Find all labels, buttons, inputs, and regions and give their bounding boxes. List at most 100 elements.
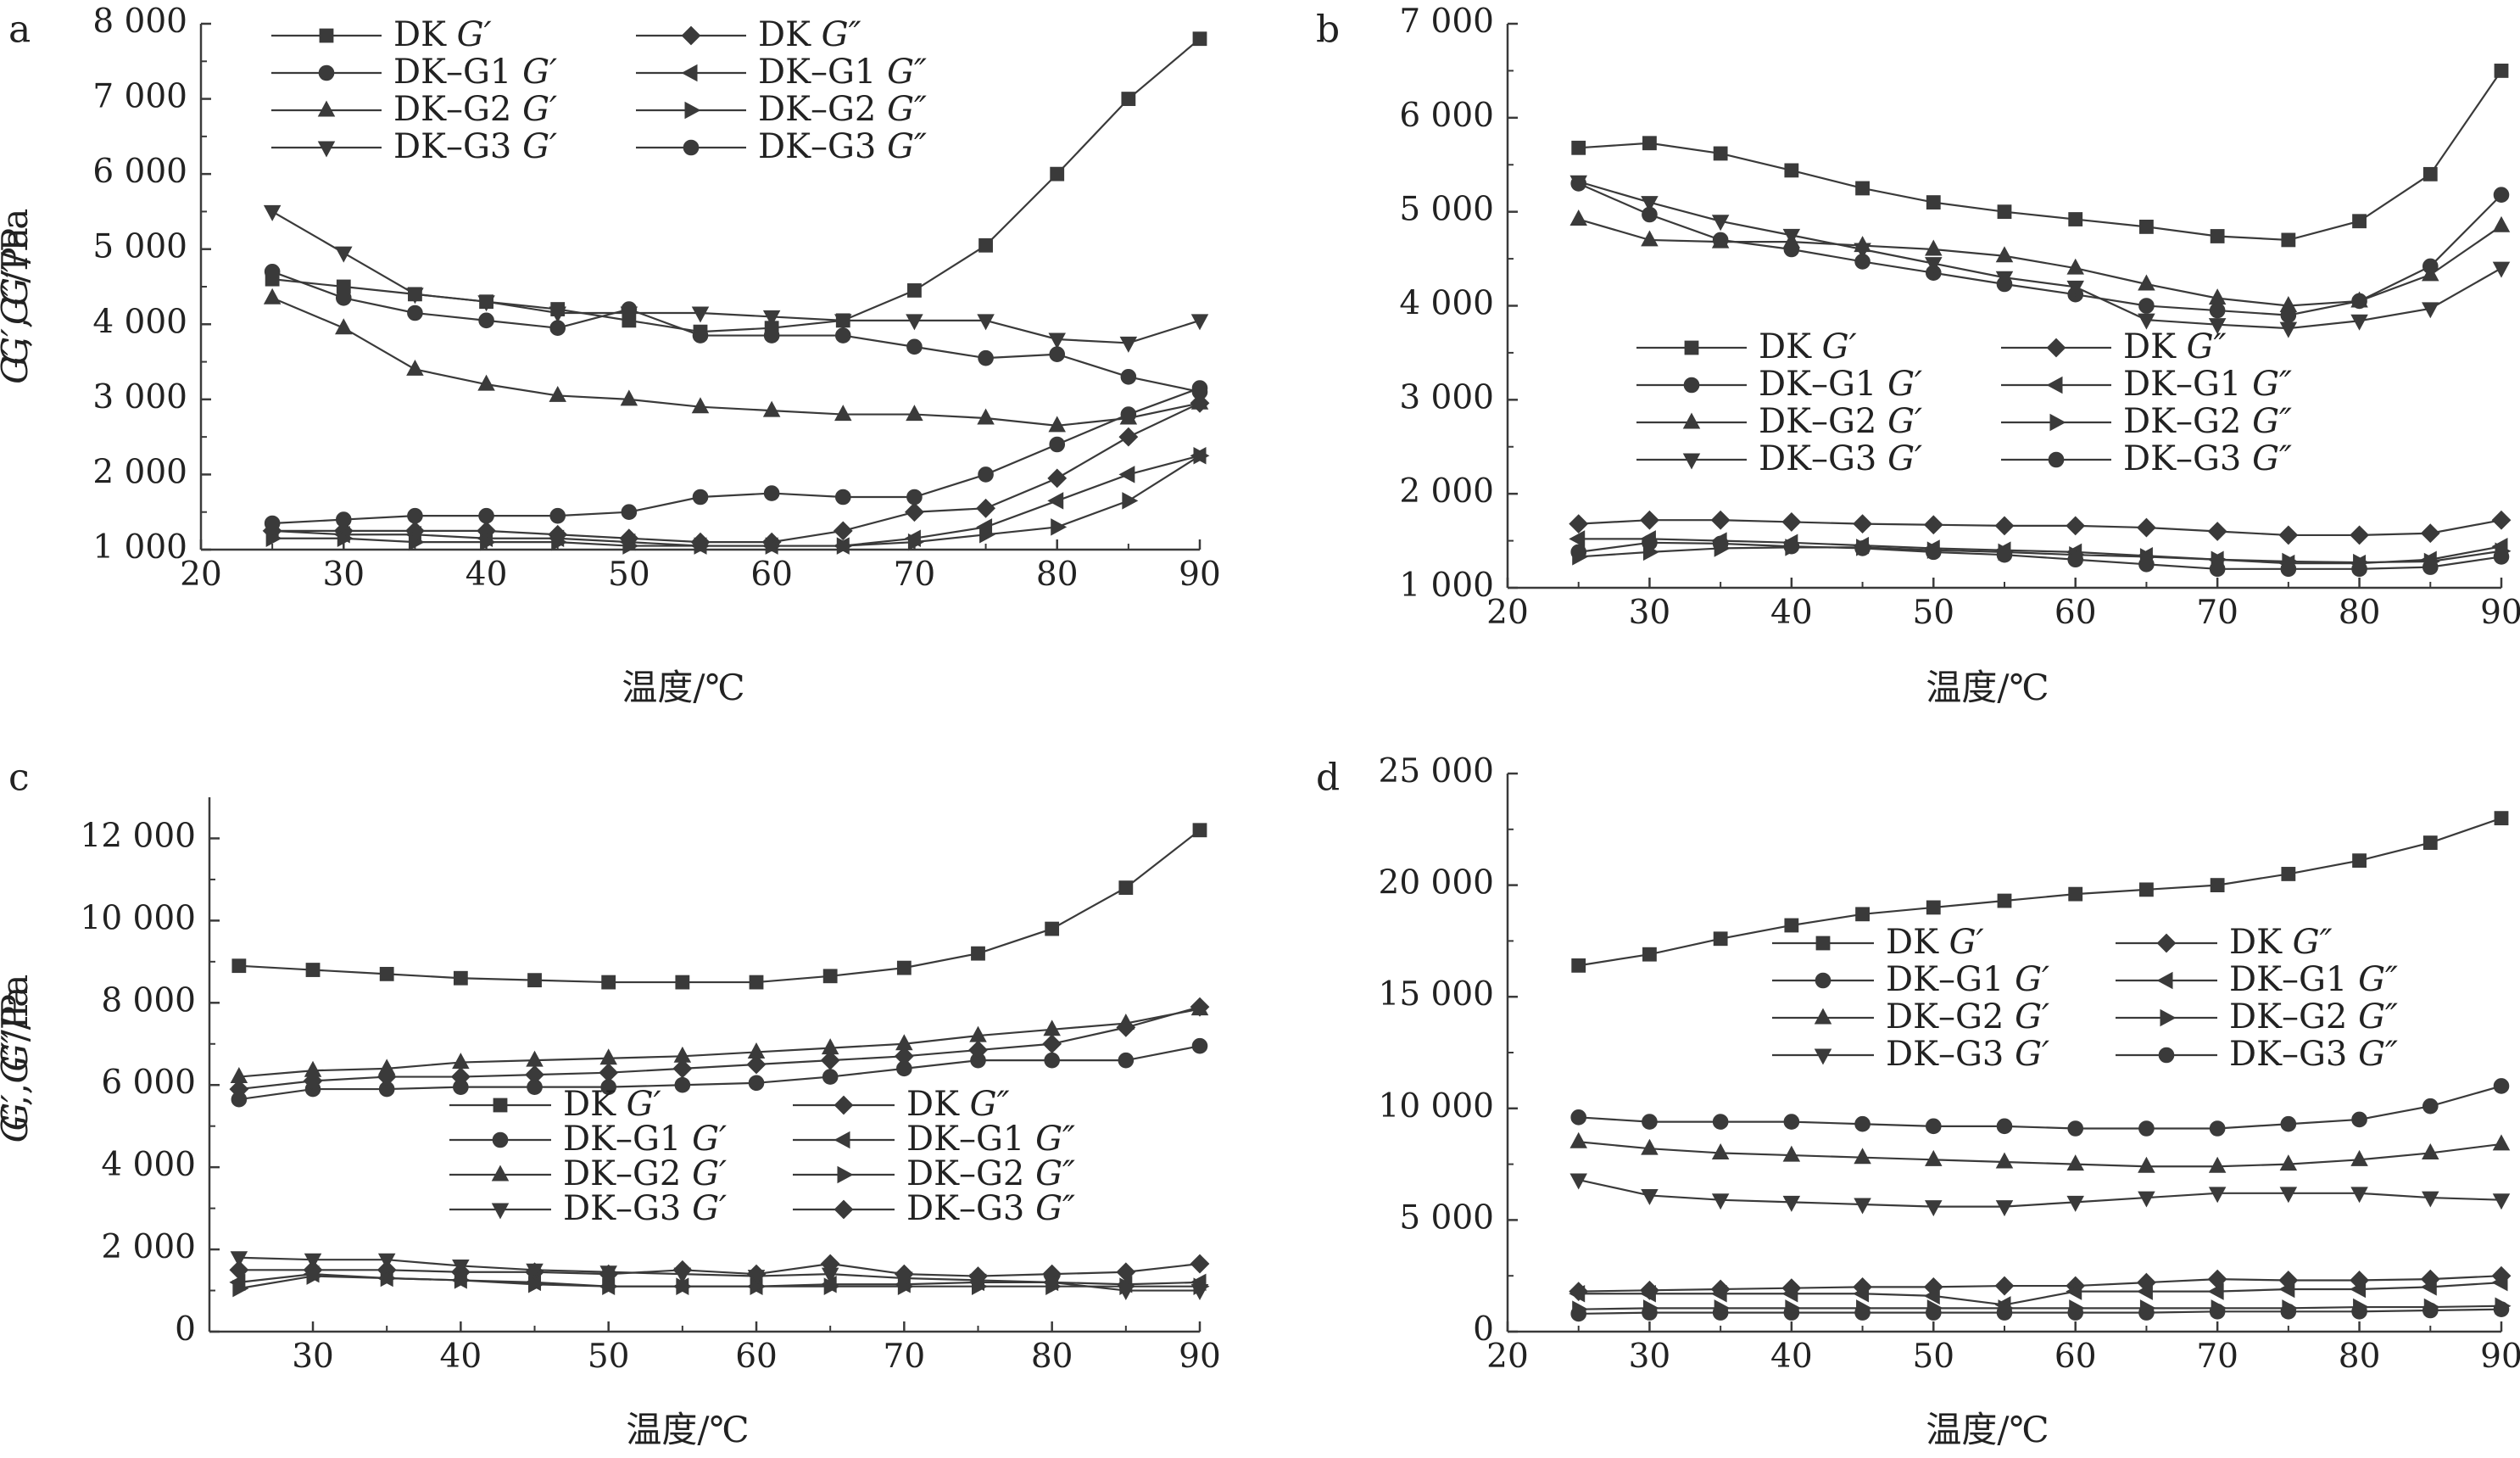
legend-entry: DK–G2 G′	[1636, 402, 1922, 441]
legend-label: DK–G3 G″	[2229, 1035, 2398, 1074]
data-point	[2138, 1156, 2155, 1173]
data-point	[1191, 380, 1208, 396]
data-point	[2422, 1191, 2439, 1208]
legend-label-symbol: G′	[2015, 997, 2049, 1036]
y-tick-label: 2 000	[1399, 472, 1494, 511]
legend-entry: DK G′	[271, 15, 492, 54]
series-line	[1578, 1308, 2502, 1316]
data-point	[1712, 535, 1729, 552]
legend-marker	[2156, 933, 2177, 953]
legend-marker	[317, 141, 336, 158]
data-point	[1713, 931, 1728, 947]
data-point	[2138, 274, 2155, 291]
data-point	[2279, 1187, 2298, 1204]
data-point	[1781, 512, 1802, 532]
legend-marker	[2046, 338, 2066, 358]
data-point	[2067, 1120, 2084, 1137]
legend-label-symbol: G′	[2015, 960, 2049, 999]
x-tick-label: 60	[750, 556, 793, 594]
data-point	[1711, 215, 1730, 232]
data-point	[2422, 835, 2438, 850]
data-point	[2138, 556, 2155, 573]
data-point	[1118, 427, 1139, 447]
data-point	[1854, 540, 1870, 556]
data-point	[2351, 1304, 2367, 1320]
legend-entry: DK–G3 G′	[1636, 439, 1922, 478]
data-point	[1996, 1304, 2013, 1321]
data-point	[692, 327, 709, 344]
legend-label-prefix: DK	[1886, 923, 1949, 962]
data-point	[746, 1054, 767, 1075]
legend-entry: DK G″	[2116, 923, 2333, 962]
y-tick-label: 8 000	[92, 3, 187, 41]
y-tick-label: 3 000	[1399, 378, 1494, 416]
legend-label-symbol: G″	[2252, 402, 2292, 441]
data-point	[1853, 1284, 1870, 1303]
data-point	[968, 1040, 988, 1060]
data-point	[2281, 867, 2296, 881]
x-tick-label: 90	[2480, 1338, 2520, 1376]
legend-label-symbol: G″	[822, 15, 861, 54]
data-point	[976, 498, 995, 518]
data-point	[2422, 559, 2439, 575]
legend-label-prefix: DK–G3	[1759, 439, 1887, 478]
legend: DK G′ DK G″DK–G1 G′ DK–G1 G″DK–G2 G′ DK–G2 …	[1636, 327, 2292, 478]
panel-letter: d	[1316, 757, 1340, 800]
legend-marker	[2046, 376, 2063, 394]
legend-label: DK–G1 G″	[906, 1120, 1075, 1159]
legend-label: DK G′	[1759, 327, 1857, 366]
legend-marker	[2048, 451, 2065, 468]
legend-marker	[681, 25, 701, 46]
data-point	[822, 1069, 839, 1085]
legend-entry: DK–G1 G″	[636, 53, 927, 92]
legend-entry: DK–G3 G″	[793, 1189, 1075, 1228]
legend-label-prefix: DK–G2	[2123, 402, 2252, 441]
data-point	[2494, 64, 2509, 78]
data-point	[1642, 947, 1657, 962]
data-point	[622, 537, 639, 555]
data-point	[1118, 466, 1135, 483]
x-tick-label: 30	[1629, 594, 1671, 632]
data-point	[2138, 298, 2155, 314]
legend-entry: DK G′	[1636, 327, 1857, 366]
legend-entry: DK–G3 G″	[2001, 439, 2292, 478]
legend-label-prefix: DK–G2	[1759, 402, 1887, 441]
data-point	[1121, 92, 1136, 106]
x-axis-label: 温度/℃	[622, 667, 744, 708]
series-line	[1578, 519, 2502, 537]
legend-label-symbol: G′	[457, 15, 492, 54]
x-tick-label: 20	[1486, 1338, 1529, 1376]
data-point	[2352, 214, 2367, 229]
data-point	[2066, 1282, 2082, 1300]
data-point	[1642, 1304, 1658, 1321]
data-point	[763, 327, 780, 344]
data-point	[2350, 525, 2369, 545]
data-point	[2350, 1187, 2368, 1204]
data-point	[232, 1279, 249, 1298]
data-point	[2066, 1195, 2084, 1212]
data-point	[2422, 265, 2439, 282]
data-point	[264, 515, 281, 532]
data-point	[1713, 146, 1728, 161]
data-point	[907, 533, 924, 551]
legend-label-symbol: G″	[887, 53, 927, 92]
legend-label-symbol: G″	[2358, 997, 2398, 1036]
data-point	[978, 349, 994, 366]
data-point	[1926, 900, 1941, 915]
series-line	[1578, 1281, 2502, 1306]
series-DK-Gdprime	[1569, 510, 2512, 545]
legend-label: DK–G3 G″	[906, 1189, 1075, 1228]
data-point	[407, 304, 423, 321]
data-point	[406, 288, 424, 304]
legend-label-prefix: DK	[1759, 327, 1822, 366]
data-point	[1051, 518, 1068, 536]
legend-entry: DK G″	[793, 1085, 1010, 1124]
data-point	[452, 1259, 470, 1276]
data-point	[2350, 314, 2368, 331]
data-point	[2208, 318, 2227, 335]
data-point	[1048, 416, 1066, 433]
data-point	[673, 1267, 692, 1284]
legend-entry: DK–G1 G′	[1636, 365, 1922, 404]
legend-label-prefix: DK–G2	[2229, 997, 2358, 1036]
data-point	[692, 489, 709, 506]
